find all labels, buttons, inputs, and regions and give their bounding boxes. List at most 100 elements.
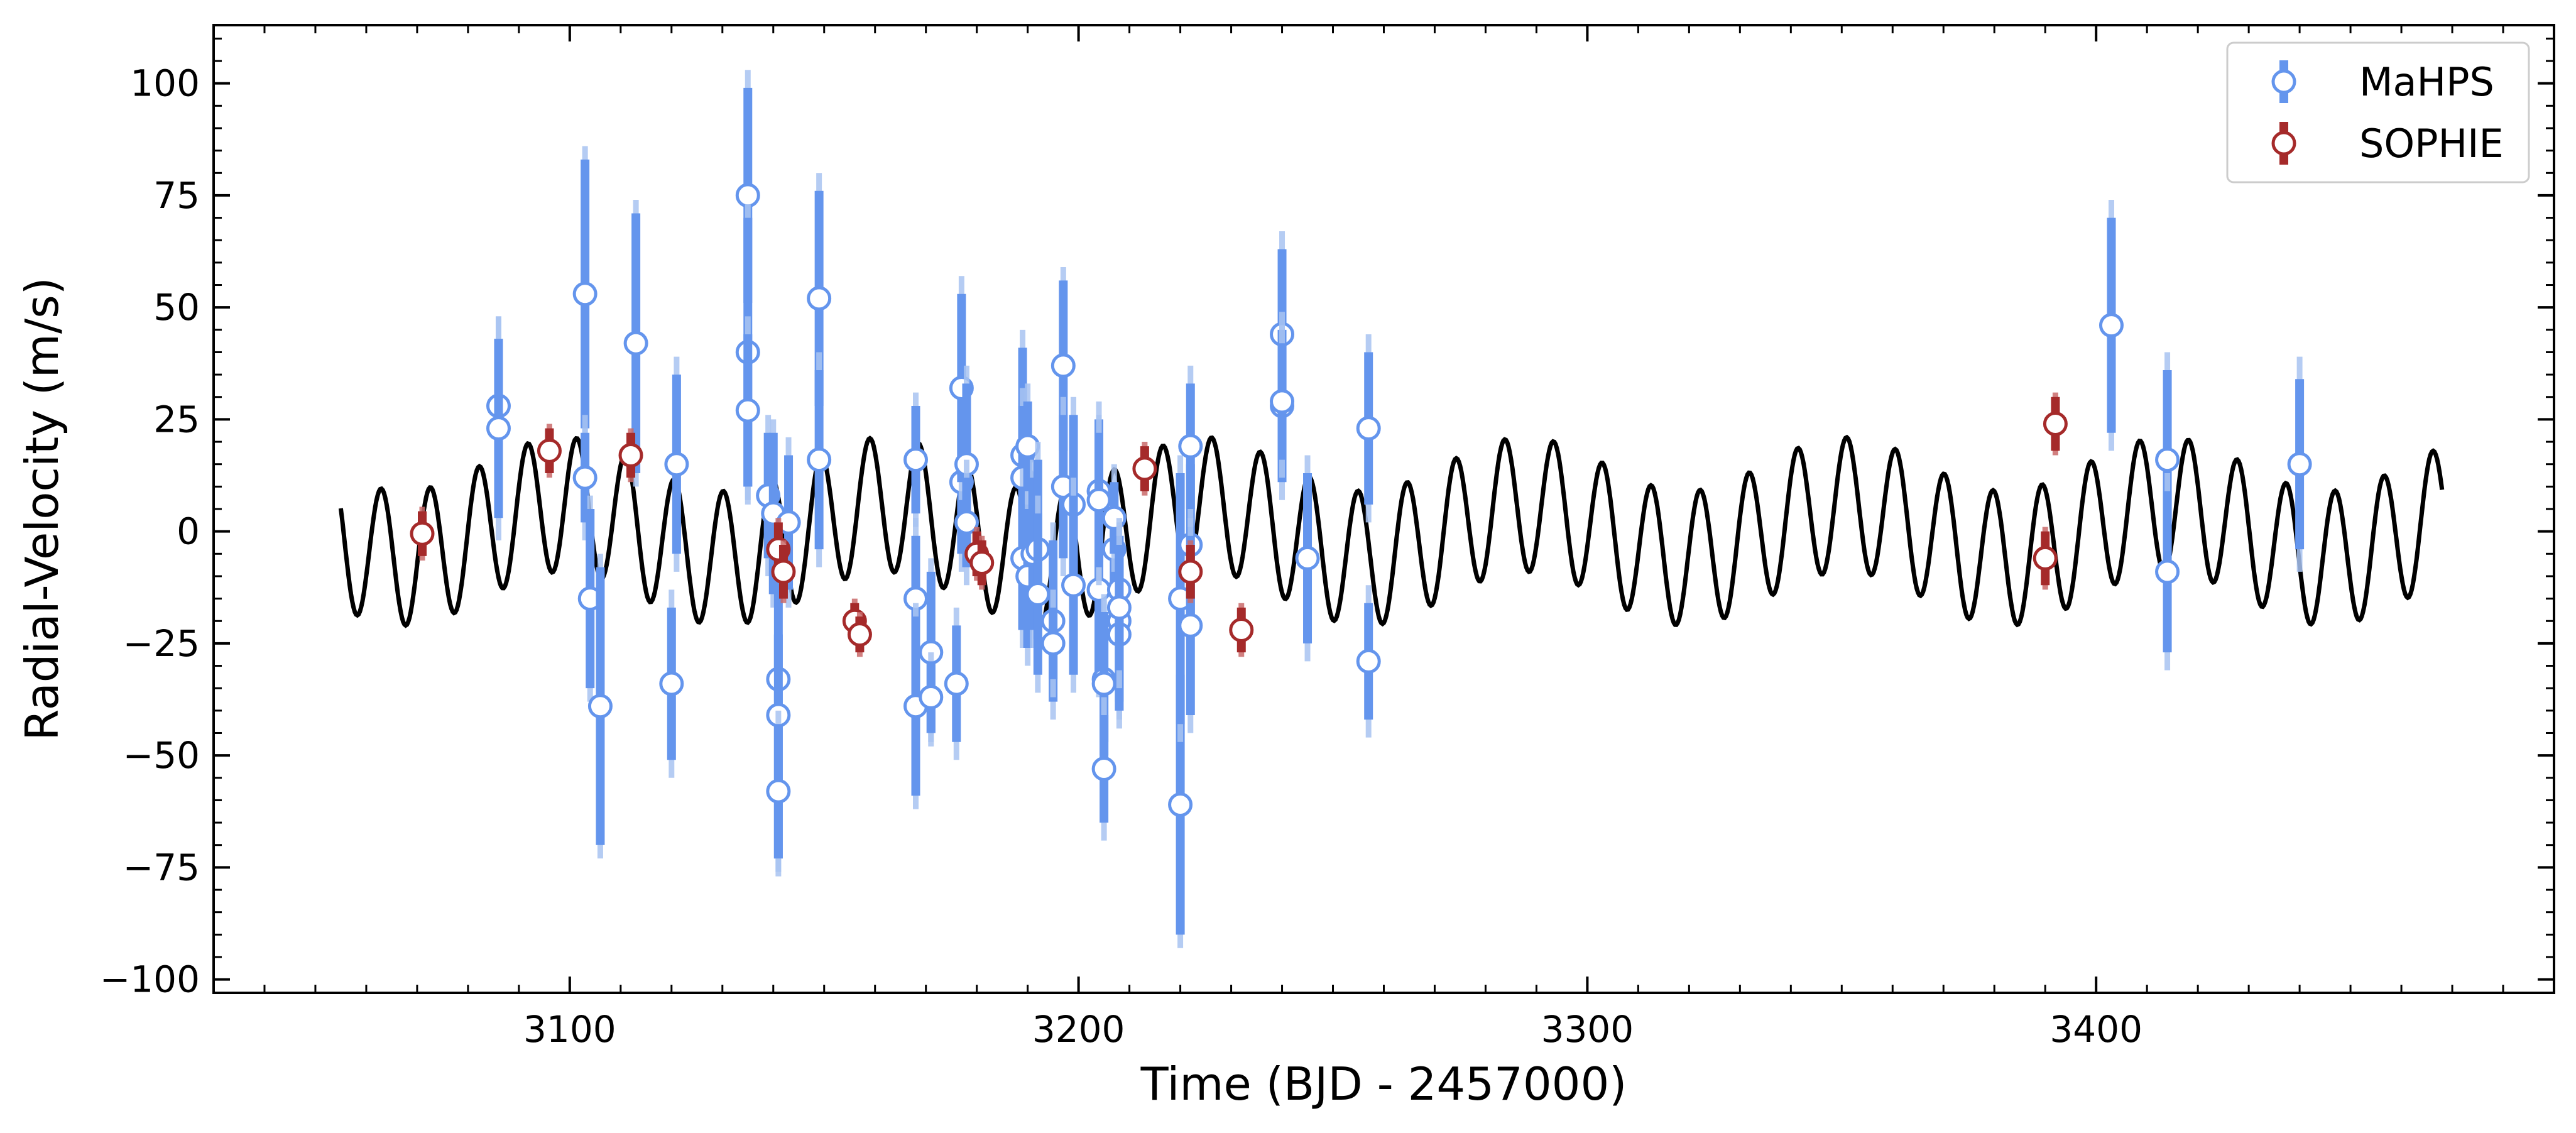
data-point-mahps: [1295, 455, 1320, 662]
point-marker: [1051, 353, 1076, 378]
data-point-mahps: [2287, 356, 2312, 572]
point-marker: [537, 438, 562, 463]
point-marker: [1270, 389, 1295, 414]
legend-item-sophie: SOPHIE: [2271, 121, 2504, 167]
point-marker: [2033, 545, 2058, 571]
x-tick-label: 3300: [1541, 1008, 1634, 1051]
data-point-mahps: [486, 316, 511, 540]
point-marker: [807, 447, 832, 473]
data-point-sophie: [410, 506, 435, 561]
data-point-mahps: [2155, 473, 2180, 670]
point-marker: [1091, 757, 1116, 782]
point-marker: [1168, 792, 1193, 818]
point-marker: [587, 694, 613, 719]
point-marker: [1295, 545, 1320, 571]
data-point-sophie: [2033, 527, 2058, 590]
data-point-mahps: [1025, 495, 1051, 693]
x-tick-label: 3200: [1032, 1008, 1125, 1051]
data-point-mahps: [2098, 200, 2124, 451]
data-point-mahps: [572, 146, 598, 442]
data-point-mahps: [1101, 464, 1127, 572]
data-point-mahps: [623, 200, 648, 487]
data-point-sophie: [1229, 603, 1254, 657]
point-marker: [486, 416, 511, 441]
point-marker: [572, 465, 598, 490]
data-point-mahps: [664, 356, 689, 572]
point-marker: [954, 510, 979, 535]
point-marker: [1178, 559, 1203, 584]
legend-items: MaHPS SOPHIE: [2271, 59, 2504, 167]
data-point-mahps: [1051, 397, 1076, 576]
point-marker: [969, 550, 995, 576]
point-marker: [944, 671, 969, 696]
point-marker: [2155, 559, 2180, 584]
data-point-mahps: [919, 652, 944, 742]
point-marker: [1086, 488, 1111, 513]
series-mahps: [486, 70, 2312, 948]
point-marker: [1106, 595, 1132, 620]
legend-label-sophie: SOPHIE: [2359, 121, 2504, 167]
data-point-sophie: [2043, 392, 2068, 456]
y-tick-label: 25: [153, 398, 200, 441]
legend-label-mahps: MaHPS: [2359, 59, 2494, 105]
point-marker: [1178, 613, 1203, 638]
legend-marker: [2271, 131, 2296, 156]
y-tick-label: 75: [153, 174, 200, 217]
point-marker: [1229, 618, 1254, 642]
point-marker: [1040, 631, 1066, 656]
point-marker: [1356, 649, 1381, 674]
point-marker: [807, 286, 832, 311]
data-point-sophie: [969, 535, 995, 590]
point-marker: [847, 622, 872, 647]
point-marker: [903, 447, 928, 473]
point-marker: [2098, 313, 2124, 338]
data-point-sophie: [1178, 540, 1203, 603]
legend: MaHPS SOPHIE: [2226, 41, 2530, 183]
point-marker: [1061, 572, 1086, 598]
point-marker: [771, 559, 796, 584]
point-marker: [410, 521, 435, 546]
legend-marker: [2271, 69, 2296, 94]
point-marker: [1091, 671, 1116, 696]
point-marker: [1132, 456, 1157, 481]
point-marker: [659, 671, 684, 696]
ticks-layer: [212, 25, 2555, 993]
y-tick-label: 50: [153, 286, 200, 329]
point-marker: [1356, 416, 1381, 441]
data-point-mahps: [1178, 365, 1203, 527]
data-point-sophie: [537, 424, 562, 478]
data-point-sophie: [1132, 442, 1157, 496]
data-point-mahps: [1106, 527, 1132, 689]
y-axis-label: Radial-Velocity (m/s): [16, 277, 68, 741]
y-tick-label: −75: [123, 846, 200, 889]
data-point-mahps: [1356, 334, 1381, 523]
tick-labels-layer: 3100 3200 3300 3400 −100 −75 −50 −25 0 25 50 75 100: [100, 62, 2142, 1051]
point-marker: [623, 331, 648, 356]
data-point-mahps: [659, 589, 684, 778]
point-marker: [572, 282, 598, 307]
data-point-sophie: [847, 611, 872, 657]
data-point-mahps: [587, 554, 613, 859]
point-marker: [919, 684, 944, 709]
y-tick-label: −50: [123, 734, 200, 777]
data-point-mahps: [577, 495, 603, 702]
data-point-mahps: [1270, 325, 1295, 478]
data-point-mahps: [944, 607, 969, 760]
data-points-layer: [410, 70, 2312, 948]
point-marker: [1025, 581, 1051, 606]
point-marker: [2043, 412, 2068, 437]
model-layer: [338, 434, 2445, 628]
data-point-mahps: [903, 392, 928, 527]
data-point-mahps: [1061, 478, 1086, 693]
x-axis-label: Time (BJD - 2457000): [1140, 1058, 1627, 1110]
point-marker: [2155, 447, 2180, 473]
data-point-mahps: [1015, 486, 1040, 666]
y-tick-label: 100: [130, 62, 200, 105]
point-marker: [766, 779, 791, 804]
legend-item-mahps: MaHPS: [2271, 59, 2494, 105]
point-marker: [618, 442, 643, 468]
point-marker: [735, 398, 760, 423]
y-tick-label: 0: [177, 510, 200, 553]
